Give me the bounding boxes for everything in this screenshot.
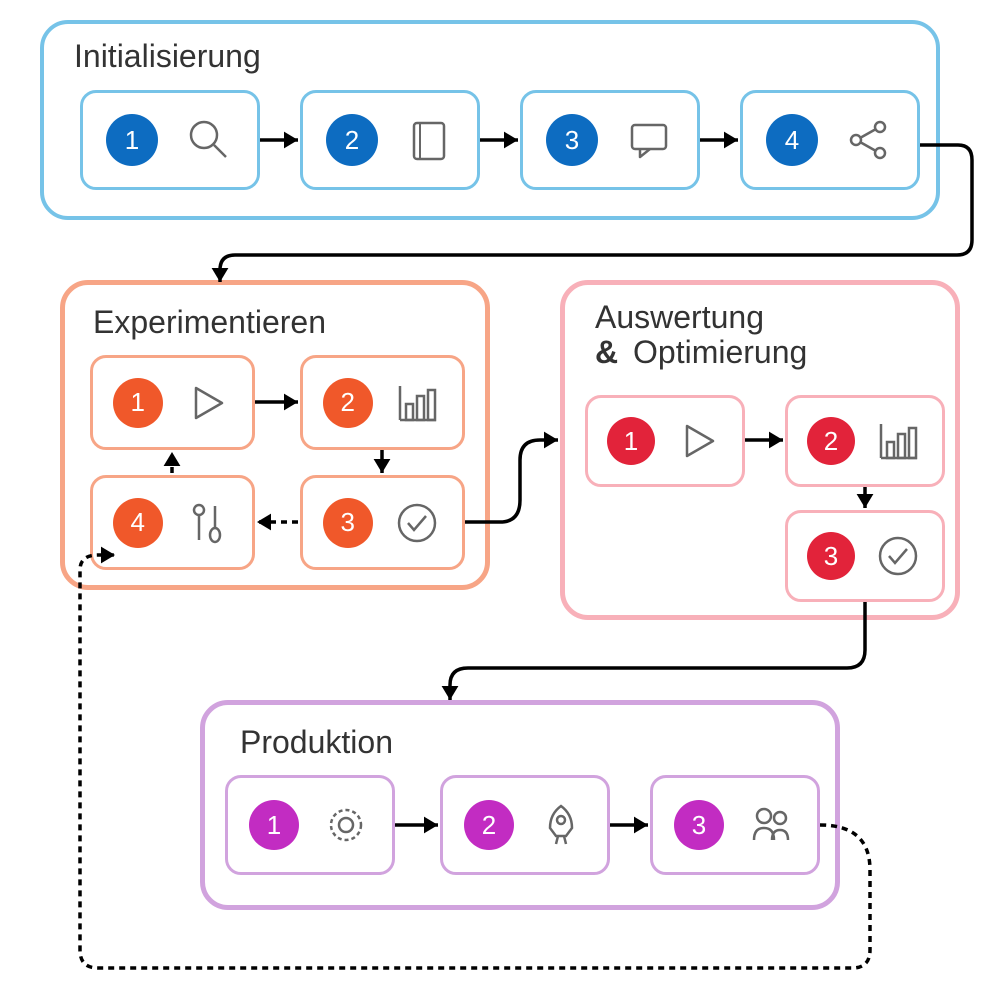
step-number-badge: 1 — [113, 378, 163, 428]
comment-icon — [624, 115, 674, 165]
phase-title-eval-line2: Optimierung — [633, 334, 807, 370]
share-icon — [844, 115, 894, 165]
step-prod-1: 1 — [225, 775, 395, 875]
phase-title-init: Initialisierung — [74, 39, 261, 74]
step-number-badge: 1 — [106, 114, 158, 166]
step-number: 1 — [624, 426, 638, 457]
step-number: 1 — [131, 387, 145, 418]
step-number-badge: 1 — [249, 800, 299, 850]
step-number-badge: 2 — [464, 800, 514, 850]
phase-title-prod: Produktion — [240, 725, 393, 760]
step-number-badge: 2 — [807, 417, 855, 465]
step-prod-2: 2 — [440, 775, 610, 875]
play-icon — [673, 416, 723, 466]
step-number: 2 — [345, 125, 359, 156]
step-number-badge: 1 — [607, 417, 655, 465]
search-icon — [184, 115, 234, 165]
play-icon — [182, 378, 232, 428]
step-init-2: 2 — [300, 90, 480, 190]
phase-title-exp: Experimentieren — [93, 305, 326, 340]
step-exp-3: 3 — [300, 475, 465, 570]
step-prod-3: 3 — [650, 775, 820, 875]
step-number-badge: 4 — [113, 498, 163, 548]
step-exp-2: 2 — [300, 355, 465, 450]
step-number-badge: 3 — [807, 532, 855, 580]
chart-icon — [392, 378, 442, 428]
step-eval-1: 1 — [585, 395, 745, 487]
step-number-badge: 4 — [766, 114, 818, 166]
step-init-1: 1 — [80, 90, 260, 190]
step-number-badge: 3 — [546, 114, 598, 166]
check-icon — [392, 498, 442, 548]
step-exp-1: 1 — [90, 355, 255, 450]
tools-icon — [182, 498, 232, 548]
step-number-badge: 2 — [326, 114, 378, 166]
step-eval-3: 3 — [785, 510, 945, 602]
step-number: 4 — [131, 507, 145, 538]
step-number: 4 — [785, 125, 799, 156]
step-number: 3 — [692, 810, 706, 841]
step-number: 3 — [341, 507, 355, 538]
step-number: 3 — [565, 125, 579, 156]
step-exp-4: 4 — [90, 475, 255, 570]
phase-title-eval-line1: Auswertung — [595, 299, 764, 335]
step-number: 2 — [824, 426, 838, 457]
phase-title-eval: Auswertung & Optimierung — [595, 300, 807, 370]
step-number: 2 — [482, 810, 496, 841]
people-icon — [746, 800, 796, 850]
step-number: 1 — [267, 810, 281, 841]
step-init-4: 4 — [740, 90, 920, 190]
step-number: 3 — [824, 541, 838, 572]
ampersand: & — [595, 334, 618, 370]
step-number-badge: 3 — [674, 800, 724, 850]
chart-icon — [873, 416, 923, 466]
step-number-badge: 3 — [323, 498, 373, 548]
check-icon — [873, 531, 923, 581]
step-init-3: 3 — [520, 90, 700, 190]
rocket-icon — [536, 800, 586, 850]
gear-icon — [321, 800, 371, 850]
step-number: 1 — [125, 125, 139, 156]
book-icon — [404, 115, 454, 165]
step-number-badge: 2 — [323, 378, 373, 428]
step-eval-2: 2 — [785, 395, 945, 487]
step-number: 2 — [341, 387, 355, 418]
